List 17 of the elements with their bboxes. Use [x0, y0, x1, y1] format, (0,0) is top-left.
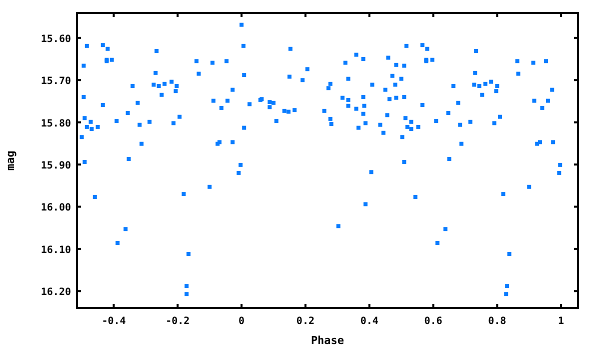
y-tick-label: 16.10	[40, 244, 71, 256]
x-tick-label: 0.8	[488, 316, 506, 327]
y-tick-label: 15.60	[40, 34, 71, 45]
y-tick-label: 15.90	[40, 160, 71, 172]
x-axis-title: Phase	[310, 334, 344, 347]
y-tick-label: 15.80	[40, 118, 71, 130]
x-tick-label: 0.6	[424, 316, 442, 327]
y-tick-label: 16.20	[40, 287, 71, 298]
x-tick-label: -0.2	[166, 316, 190, 327]
x-tick-label: 1	[558, 316, 564, 327]
y-axis-title: mag	[4, 150, 17, 170]
y-tick-label: 15.70	[40, 76, 71, 88]
x-tick-label: -0.4	[102, 316, 126, 327]
x-tick-label: 0	[238, 316, 245, 327]
x-tick-label: 0.2	[296, 316, 314, 327]
y-tick-label: 16.00	[40, 202, 71, 214]
x-tick-label: 0.4	[360, 316, 378, 327]
